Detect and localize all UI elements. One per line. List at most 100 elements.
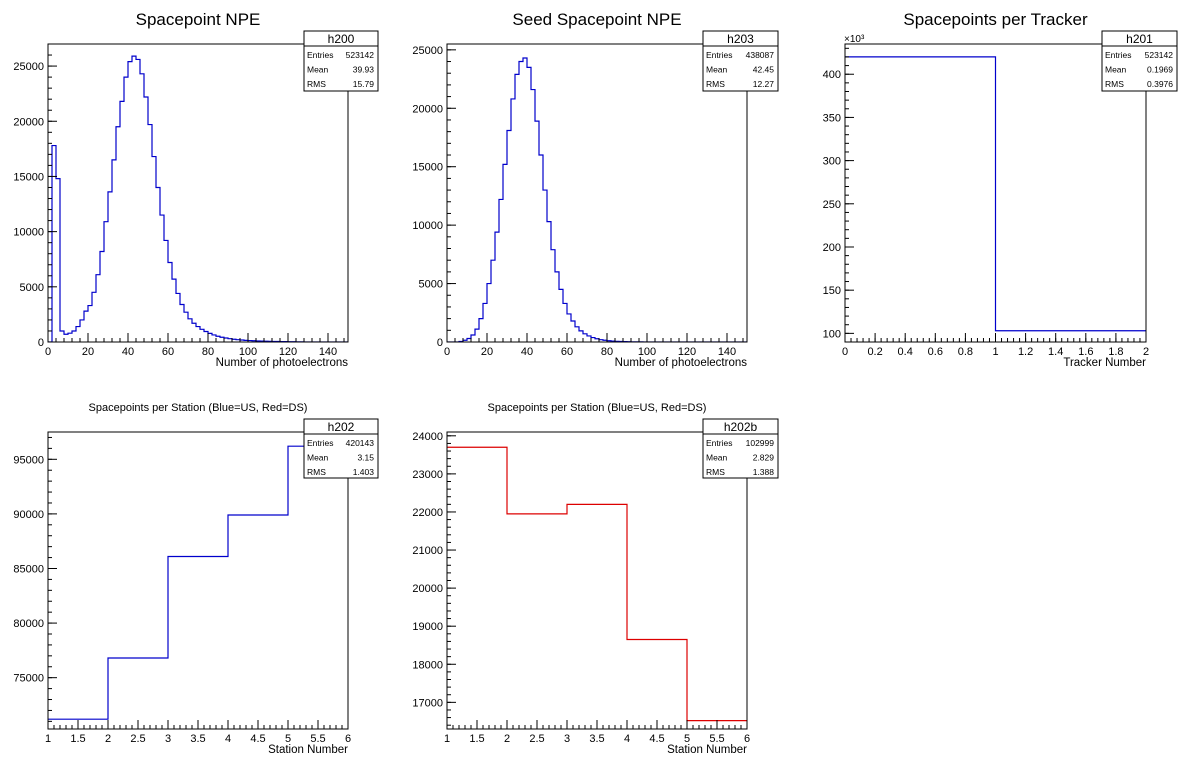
x-tick-label: 0 [45,346,51,358]
y-tick-label: 85000 [13,563,44,575]
x-axis-label: Number of photoelectrons [615,357,748,369]
y-tick-label: 200 [823,242,841,254]
stats-row-label: Mean [307,453,329,463]
stats-row-value: 2.829 [753,453,775,463]
x-tick-label: 4.5 [250,733,265,745]
x-axis-label: Number of photoelectrons [216,357,349,369]
y-tick-label: 22000 [412,507,443,519]
x-tick-label: 1.2 [1018,346,1033,358]
x-tick-label: 3 [564,733,570,745]
stats-box: h202b Entries 102999 Mean 2.829 RMS 1.388 [702,418,779,479]
histogram-title: Seed Spacepoint NPE [512,10,681,29]
y-tick-label: 95000 [13,454,44,466]
x-tick-label: 140 [718,346,736,358]
stats-row-label: Mean [1105,65,1127,75]
x-tick-label: 1.5 [70,733,85,745]
histogram-title: Spacepoints per Tracker [903,10,1088,29]
x-tick-label: 2.5 [130,733,145,745]
stats-row-value: 12.27 [753,79,775,89]
stats-row-value: 1.403 [353,467,375,477]
x-tick-label: 60 [162,346,174,358]
x-tick-label: 1.6 [1078,346,1093,358]
y-tick-label: 10000 [13,227,44,239]
x-tick-label: 0.6 [928,346,943,358]
stats-row-label: RMS [307,467,326,477]
y-tick-label: 75000 [13,673,44,685]
histogram-series-line [48,55,348,342]
stats-row-value: 0.3976 [1147,79,1173,89]
stats-box-frame [702,418,779,479]
histogram-panel: Spacepoints per Tracker 0 0.2 0.4 0.6 0.8 1 1.2… [823,10,1178,369]
plot-frame [47,43,349,343]
x-axis-label: Station Number [667,744,747,756]
x-tick-label: 80 [202,346,214,358]
y-tick-label: 150 [823,285,841,297]
stats-row-value: 102999 [746,438,775,448]
stats-row-value: 523142 [1145,50,1174,60]
x-tick-label: 1 [444,733,450,745]
stats-row-label: Entries [706,438,732,448]
x-tick-label: 1 [992,346,998,358]
x-tick-label: 5.5 [709,733,724,745]
plot-frame [47,431,349,730]
x-tick-label: 1.5 [469,733,484,745]
y-tick-label: 21000 [412,545,443,557]
stats-row-value: 3.15 [357,453,374,463]
stats-row-value: 39.93 [353,65,375,75]
x-tick-label: 3.5 [190,733,205,745]
x-tick-label: 4.5 [649,733,664,745]
y-tick-label: 19000 [412,621,443,633]
y-tick-label: 5000 [20,282,44,294]
stats-row-value: 42.45 [753,65,775,75]
stats-row-label: Entries [1105,50,1131,60]
x-tick-label: 40 [122,346,134,358]
stats-row-value: 1.388 [753,467,775,477]
x-tick-label: 2 [105,733,111,745]
y-tick-label: 10000 [412,220,443,232]
stats-box-name: h203 [727,32,754,46]
histogram-title: Spacepoints per Station (Blue=US, Red=DS… [488,402,707,414]
histogram-panel: Seed Spacepoint NPE 0 20 40 60 80 100 120 140 0 50… [412,10,779,369]
stats-box-name: h202b [724,420,758,434]
stats-box: h203 Entries 438087 Mean 42.45 RMS 12.27 [702,30,779,92]
y-tick-label: 400 [823,69,841,81]
y-tick-label: 23000 [412,469,443,481]
stats-row-value: 420143 [346,438,375,448]
x-tick-label: 4 [225,733,231,745]
stats-box: h202 Entries 420143 Mean 3.15 RMS 1.403 [303,418,379,479]
y-tick-label: 90000 [13,509,44,521]
y-tick-label: 15000 [13,171,44,183]
histogram-title: Spacepoint NPE [136,10,261,29]
y-tick-label: 24000 [412,431,443,443]
x-tick-label: 3 [165,733,171,745]
y-tick-label: 0 [38,337,44,349]
x-tick-label: 20 [481,346,493,358]
stats-box-name: h201 [1126,32,1153,46]
x-axis-label: Tracker Number [1063,357,1146,369]
stats-row-label: RMS [706,467,725,477]
stats-row-value: 523142 [346,50,375,60]
stats-row-value: 15.79 [353,79,375,89]
x-tick-label: 140 [319,346,337,358]
x-tick-label: 1.4 [1048,346,1063,358]
stats-row-label: Mean [706,65,728,75]
x-tick-label: 120 [279,346,297,358]
stats-box-name: h202 [328,420,355,434]
histogram-panel: Spacepoints per Station (Blue=US, Red=DS… [412,402,779,756]
histogram-series-line [447,57,747,342]
y-tick-label: 350 [823,112,841,124]
x-tick-label: 20 [82,346,94,358]
y-tick-label: 5000 [419,279,443,291]
x-tick-label: 2.5 [529,733,544,745]
stats-box-frame [1101,30,1178,92]
stats-row-label: RMS [1105,79,1124,89]
y-tick-label: 20000 [412,583,443,595]
y-tick-label: 25000 [412,45,443,57]
x-tick-label: 6 [744,733,750,745]
stats-box: h201 Entries 523142 Mean 0.1969 RMS 0.3976 [1101,30,1178,92]
x-tick-label: 120 [678,346,696,358]
stats-row-label: Mean [307,65,329,75]
x-tick-label: 100 [239,346,257,358]
y-tick-label: 18000 [412,659,443,671]
y-tick-label: 0 [437,337,443,349]
